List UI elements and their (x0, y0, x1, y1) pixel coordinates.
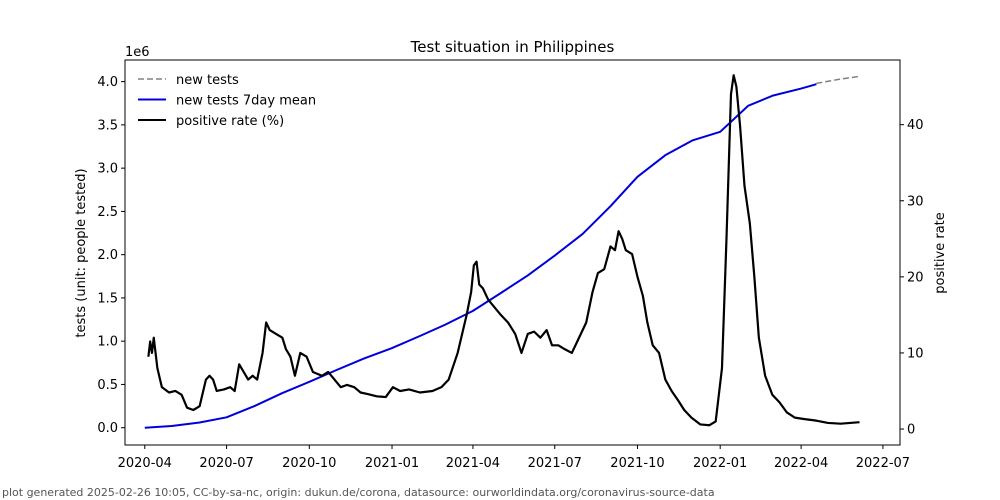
x-tick-label: 2020-04 (118, 456, 172, 471)
legend-item: new tests (138, 73, 239, 88)
y2-tick-label: 10 (907, 346, 924, 361)
y-tick-label: 2.5 (97, 205, 118, 220)
series-line-new-tests-7day-mean (144, 83, 817, 429)
x-tick-label: 2021-10 (610, 456, 664, 471)
y-axis-label: tests (unit: people tested) (74, 168, 89, 337)
x-tick-label: 2021-04 (446, 456, 500, 471)
plot-frame (124, 59, 901, 446)
y-tick-label: 0.5 (97, 378, 118, 393)
y2-tick-label: 30 (907, 194, 924, 209)
x-tick-label: 2021-07 (528, 456, 582, 471)
chart-title: Test situation in Philippines (410, 38, 615, 56)
series-line-new-tests (816, 75, 860, 85)
x-tick-label: 2020-07 (199, 456, 253, 471)
x-tick-label: 2021-01 (365, 456, 419, 471)
y-tick-label: 2.0 (97, 248, 118, 263)
legend-label: positive rate (%) (176, 114, 284, 129)
x-tick-label: 2022-07 (856, 456, 910, 471)
y-offset-label: 1e6 (125, 45, 150, 60)
y2-tick-label: 0 (907, 423, 915, 438)
y2-tick-label: 40 (907, 118, 924, 133)
right-axis: 0 10 20 30 40 (900, 118, 924, 438)
series-line-positive-rate (147, 74, 860, 427)
legend-item: new tests 7day mean (138, 94, 316, 109)
y-tick-label: 4.0 (97, 75, 118, 90)
y-tick-label: 1.0 (97, 335, 118, 350)
y-tick-label: 0.0 (97, 421, 118, 436)
bottom-axis: 2020-04 2020-07 2020-10 2021-01 2021-04 2021-… (118, 445, 910, 471)
x-tick-label: 2022-04 (774, 456, 828, 471)
legend-label: new tests 7day mean (176, 94, 316, 109)
y2-axis-label: positive rate (933, 212, 948, 294)
y-tick-label: 3.5 (97, 118, 118, 133)
left-axis: 0.0 0.5 1.0 1.5 2.0 2.5 3.0 3.5 4.0 (97, 75, 125, 436)
y-tick-label: 3.0 (97, 162, 118, 177)
y-tick-label: 1.5 (97, 291, 118, 306)
legend: new tests new tests 7day mean positive rat… (138, 73, 316, 129)
footer-note: plot generated 2025-02-26 10:05, CC-by-s… (2, 486, 715, 499)
x-tick-label: 2022-01 (693, 456, 747, 471)
y2-tick-label: 20 (907, 270, 924, 285)
legend-label: new tests (176, 73, 239, 88)
x-tick-label: 2020-10 (282, 456, 336, 471)
plot-area (144, 74, 860, 429)
legend-item: positive rate (%) (138, 114, 284, 129)
